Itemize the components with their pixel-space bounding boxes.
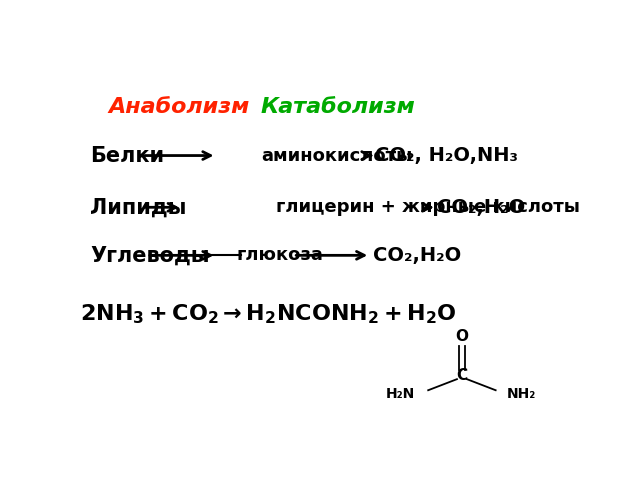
Text: Углеводы: Углеводы <box>90 245 209 265</box>
Text: Белки: Белки <box>90 145 164 166</box>
Text: аминокислоты: аминокислоты <box>261 146 412 165</box>
Text: глюкоза: глюкоза <box>236 246 323 264</box>
Text: Анаболизм: Анаболизм <box>109 97 250 118</box>
Text: NH₂: NH₂ <box>507 387 536 401</box>
Text: C: C <box>456 368 467 383</box>
Text: CO₂,H₂O: CO₂,H₂O <box>437 198 525 217</box>
Text: глицерин + жирные кислоты: глицерин + жирные кислоты <box>276 198 580 216</box>
Text: O: O <box>456 329 468 344</box>
Text: $\mathbf{2NH_3 + CO_2 \rightarrow H_2NCONH_2 + H_2O}$: $\mathbf{2NH_3 + CO_2 \rightarrow H_2NCO… <box>80 303 457 326</box>
Text: Катаболизм: Катаболизм <box>260 97 415 118</box>
Text: CO₂,H₂O: CO₂,H₂O <box>372 246 461 265</box>
Text: CO₂, H₂O,NH₃: CO₂, H₂O,NH₃ <box>375 146 518 165</box>
Text: H₂N: H₂N <box>385 387 415 401</box>
Text: Липиды: Липиды <box>90 197 186 217</box>
